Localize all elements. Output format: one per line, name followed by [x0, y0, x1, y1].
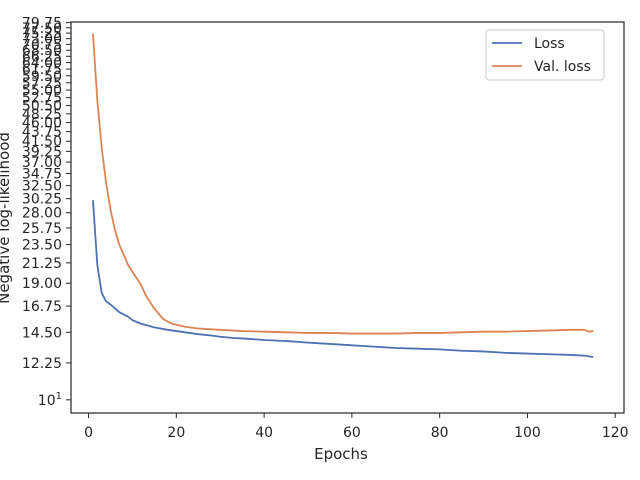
- y-tick-label: 48.25: [22, 107, 62, 123]
- y-tick-label: 14.50: [22, 325, 62, 341]
- y-tick-label: 77.50: [22, 21, 62, 37]
- y-tick-label: 55.00: [22, 83, 62, 99]
- y-tick-label: 16.75: [22, 299, 62, 315]
- x-tick-label: 0: [84, 425, 93, 441]
- plot-background: [71, 22, 624, 413]
- y-tick-label: 46.00: [22, 116, 62, 132]
- y-tick-label: 23.50: [22, 238, 62, 254]
- x-tick-label: 40: [255, 425, 273, 441]
- y-tick-label: 19.00: [22, 276, 62, 292]
- legend-label-val-loss: Val. loss: [534, 59, 591, 75]
- y-tick-label: 70.75: [22, 37, 62, 53]
- x-tick-label: 80: [431, 425, 449, 441]
- y-tick-label: 79.75: [22, 16, 62, 32]
- y-tick-label: 39.25: [22, 144, 62, 160]
- y-tick-label: 37.00: [22, 155, 62, 171]
- y-axis: 101 12.25 14.50 16.75 19.00 21.25 23.5025.7528…: [22, 16, 71, 409]
- y-tick-label: 66.25: [22, 49, 62, 65]
- y-axis-label: Negative log-likelihood: [0, 132, 13, 304]
- y-tick-label: 61.75: [22, 62, 62, 78]
- y-tick-label: 30.25: [22, 192, 62, 208]
- y-tick-label: 75.25: [22, 26, 62, 42]
- x-tick-label: 60: [343, 425, 361, 441]
- series-line-loss: [92, 200, 594, 358]
- y-tick-label: 68.50: [22, 43, 62, 59]
- x-axis: 0 20 40 60 80 100 120: [84, 413, 629, 441]
- series-layer: [92, 33, 594, 358]
- y-tick-label: 32.50: [22, 179, 62, 195]
- x-tick-label: 20: [167, 425, 185, 441]
- y-tick-label: 64.00: [22, 56, 62, 72]
- y-tick-label: 73.00: [22, 32, 62, 48]
- y-tick-label: 25.75: [22, 221, 62, 237]
- y-tick-label: 57.25: [22, 76, 62, 92]
- y-tick-label: 34.75: [22, 167, 62, 183]
- y-tick-label: 41.50: [22, 134, 62, 150]
- y-tick-label: 52.75: [22, 91, 62, 107]
- y-tick-label: 12.25: [22, 356, 62, 372]
- x-tick-label: 100: [514, 425, 541, 441]
- plot-frame: [70, 21, 625, 414]
- legend-label-loss: Loss: [534, 36, 565, 52]
- y-tick-label: 101: [38, 391, 62, 409]
- x-tick-label: 120: [602, 425, 629, 441]
- y-tick-label: 59.50: [22, 69, 62, 85]
- series-line-val-loss: [92, 33, 594, 335]
- x-axis-label: Epochs: [314, 445, 368, 463]
- y-tick-label: 50.50: [22, 99, 62, 115]
- legend: Loss Val. loss: [485, 29, 605, 81]
- y-tick-label: 28.00: [22, 206, 62, 222]
- y-tick-label: 43.75: [22, 125, 62, 141]
- y-tick-label: 21.25: [22, 256, 62, 272]
